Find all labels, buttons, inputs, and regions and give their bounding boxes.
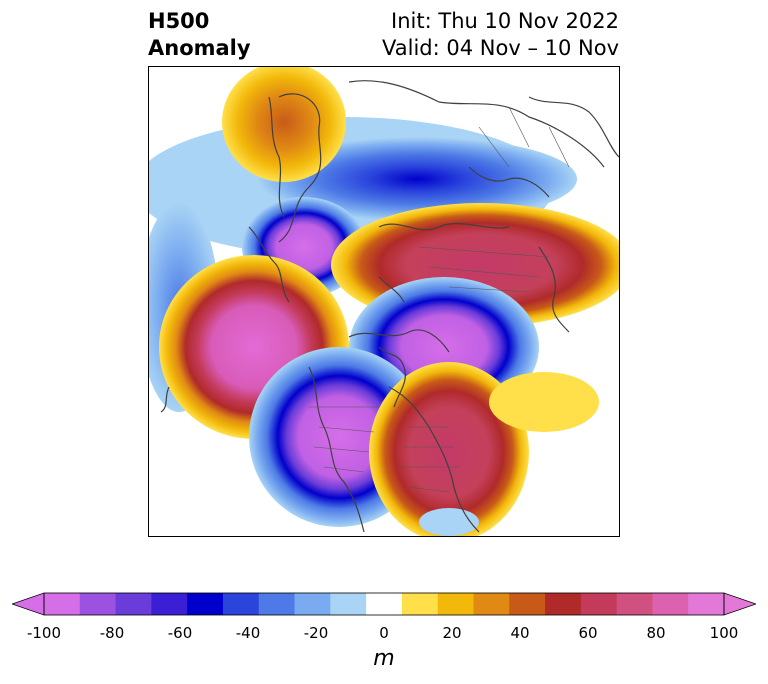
colorbar-extend-max (723, 592, 756, 616)
colorbar-tick-label: 20 (442, 624, 462, 642)
colorbar-tick-label: 0 (379, 624, 389, 642)
political-borders (309, 106, 570, 493)
colorbar-bin (151, 593, 188, 615)
colorbar-bin (222, 593, 260, 615)
title-variable: H500 (148, 9, 210, 33)
colorbar-tick-label: 40 (510, 624, 530, 642)
colorbar-bins (44, 593, 725, 615)
positive-anomaly-minor (489, 372, 599, 432)
colorbar-bin (616, 593, 653, 615)
colorbar-bin (688, 593, 725, 615)
colorbar-bin (79, 593, 117, 615)
title-field: Anomaly (148, 36, 251, 60)
negative-anomaly-minor (419, 508, 479, 536)
colorbar-bin (401, 593, 439, 615)
colorbar-tick-label: 80 (646, 624, 666, 642)
colorbar-bin (115, 593, 152, 615)
plot-title-right: Init: Thu 10 Nov 2022 Valid: 04 Nov – 10… (382, 8, 619, 62)
colorbar-tick-label: -20 (303, 624, 329, 642)
colorbar-tick-label: 100 (709, 624, 739, 642)
colorbar-bin (187, 593, 224, 615)
positive-anomaly-eastern-us (369, 362, 529, 536)
colorbar-bin (652, 593, 689, 615)
colorbar-bin (473, 593, 510, 615)
colorbar-bin (509, 593, 546, 615)
colorbar-bin (437, 593, 474, 615)
coastlines (160, 80, 619, 533)
colorbar-tick-label: 60 (578, 624, 598, 642)
title-valid: Valid: 04 Nov – 10 Nov (382, 36, 619, 60)
colorbar-bin (294, 593, 331, 615)
colorbar-bin (366, 593, 403, 615)
colorbar-tick-label: -100 (26, 624, 62, 642)
colorbar-unit-label: m (373, 646, 395, 671)
colorbar-bin (545, 593, 582, 615)
negative-anomaly-north-canada (257, 137, 577, 221)
colorbar-tick-label: -60 (167, 624, 193, 642)
colorbar (12, 592, 756, 616)
colorbar-bin (330, 593, 367, 615)
plot-title-left: H500 Anomaly (148, 8, 251, 62)
anomaly-map (148, 66, 620, 537)
title-init: Init: Thu 10 Nov 2022 (391, 9, 619, 33)
positive-anomaly-alaska (222, 67, 346, 182)
colorbar-bin (44, 593, 81, 615)
colorbar-extend-min (12, 592, 45, 616)
colorbar-tick-label: -40 (235, 624, 261, 642)
anomaly-contours (149, 67, 619, 536)
colorbar-tick-label: -80 (99, 624, 125, 642)
colorbar-outline (43, 592, 725, 616)
colorbar-bin (258, 593, 296, 615)
colorbar-bin (580, 593, 618, 615)
anomaly-map-svg (149, 67, 619, 536)
